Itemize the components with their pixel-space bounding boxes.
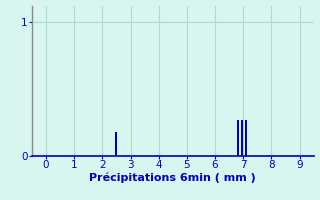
Bar — [116, 132, 117, 156]
X-axis label: Précipitations 6min ( mm ): Précipitations 6min ( mm ) — [89, 173, 256, 183]
Bar — [236, 120, 238, 156]
Bar — [241, 120, 243, 156]
Bar — [245, 120, 247, 156]
